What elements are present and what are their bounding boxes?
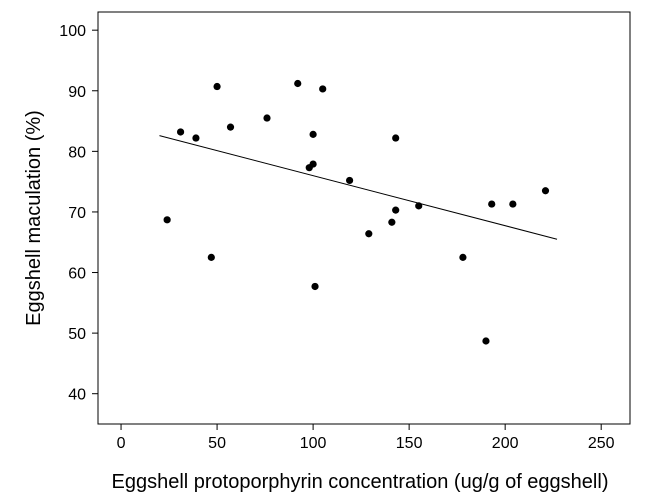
x-tick-label: 250	[588, 435, 615, 452]
y-axis: 40 50 60 70 80 90 100	[59, 23, 98, 404]
y-tick-label: 60	[68, 266, 86, 283]
y-tick-label: 90	[68, 84, 86, 101]
data-points	[163, 79, 550, 345]
x-tick-label: 200	[492, 435, 519, 452]
data-point	[459, 253, 467, 261]
data-point	[345, 176, 354, 185]
data-point	[541, 187, 550, 195]
data-point	[263, 114, 271, 122]
data-point	[488, 200, 496, 208]
y-tick-label: 80	[68, 144, 86, 161]
data-point	[319, 85, 327, 93]
data-point	[226, 123, 235, 131]
data-point	[163, 216, 171, 224]
data-point	[415, 202, 423, 210]
x-tick-label: 50	[208, 435, 226, 452]
y-tick-label: 40	[68, 387, 86, 404]
plot-frame	[97, 11, 631, 425]
data-point	[509, 200, 517, 208]
data-point	[294, 79, 302, 88]
data-point	[192, 134, 200, 142]
y-tick-label: 50	[68, 326, 86, 343]
data-point	[311, 282, 319, 291]
x-axis: 0 50 100 150 200 250	[117, 424, 615, 452]
y-tick-label: 100	[59, 23, 86, 40]
x-tick-label: 100	[300, 435, 327, 452]
data-point	[482, 337, 490, 345]
data-point	[213, 82, 221, 91]
data-point	[207, 253, 215, 261]
y-axis-title: Eggshell maculation (%)	[23, 110, 45, 326]
data-point	[309, 160, 317, 168]
regression-line	[159, 135, 558, 240]
x-axis-title: Eggshell protoporphyrin concentration (u…	[112, 471, 609, 493]
y-tick-label: 70	[68, 205, 86, 222]
data-point	[388, 218, 396, 226]
data-point	[392, 134, 400, 142]
x-tick-label: 0	[117, 435, 126, 452]
data-point	[309, 130, 317, 138]
data-point	[392, 206, 400, 214]
data-point	[176, 128, 185, 136]
x-tick-label: 150	[396, 435, 423, 452]
data-point	[365, 230, 373, 238]
